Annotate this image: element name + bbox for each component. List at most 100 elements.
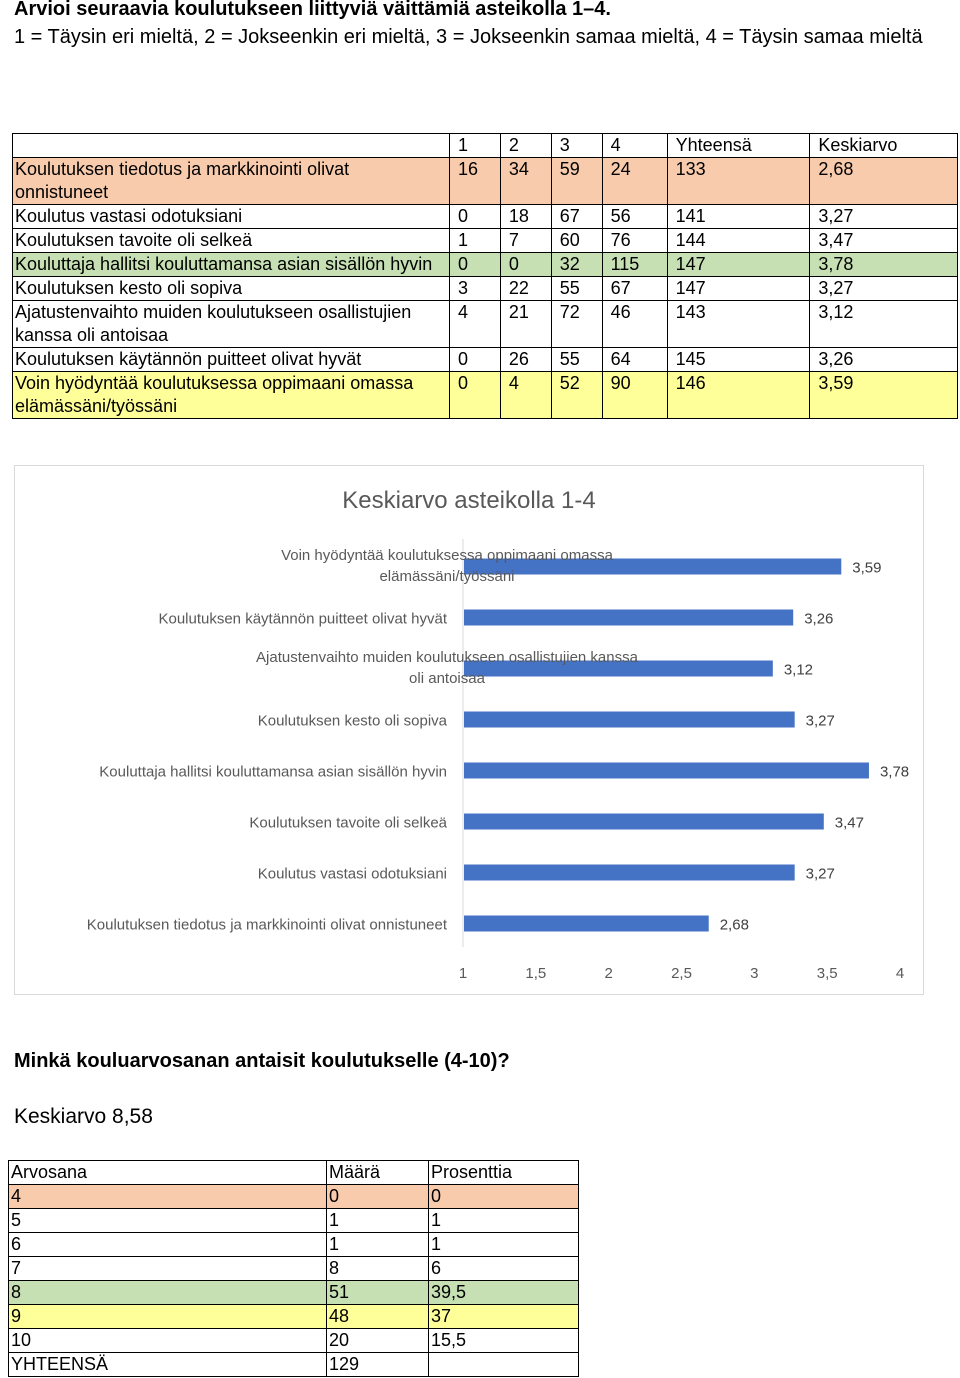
chart-tick-label: 2,5 bbox=[671, 965, 692, 982]
ratings-cell-total: 146 bbox=[666, 371, 811, 419]
grade-cell-pct bbox=[428, 1352, 579, 1377]
grade-cell-grade: 4 bbox=[8, 1184, 327, 1209]
chart-tick-label: 2 bbox=[604, 965, 612, 982]
grade-cell-pct: 1 bbox=[428, 1208, 579, 1233]
chart-value-label: 3,12 bbox=[784, 662, 813, 679]
chart-title: Keskiarvo asteikolla 1-4 bbox=[342, 487, 595, 514]
chart-tick-label: 1,5 bbox=[525, 965, 546, 982]
ratings-cell-c4: 76 bbox=[601, 228, 668, 253]
grade-cell-grade: 8 bbox=[8, 1280, 327, 1305]
ratings-cell-c3: 32 bbox=[550, 252, 603, 277]
ratings-cell-avg: 3,26 bbox=[809, 347, 958, 372]
ratings-cell-c3: 55 bbox=[550, 347, 603, 372]
average-chart-svg: Keskiarvo asteikolla 1-4 3,59 Voin hyödynt… bbox=[87, 487, 909, 982]
ratings-cell-c2: 4 bbox=[499, 371, 552, 419]
grade-row: YHTEENSÄ 129 bbox=[8, 1352, 579, 1377]
grade-header-cell: Prosenttia bbox=[428, 1160, 579, 1185]
chart-bar bbox=[464, 864, 795, 881]
ratings-cell-c1: 3 bbox=[449, 276, 501, 301]
ratings-cell-c3: 55 bbox=[550, 276, 603, 301]
ratings-cell-c2: 26 bbox=[499, 347, 552, 372]
ratings-cell-total: 133 bbox=[666, 157, 811, 205]
ratings-cell-avg: 3,27 bbox=[809, 204, 958, 229]
ratings-cell-c3: 72 bbox=[550, 300, 603, 348]
ratings-row: Koulutuksen kesto oli sopiva 3 22 55 67 147 3,… bbox=[12, 276, 958, 301]
chart-category-label: Koulutus vastasi odotuksiani bbox=[258, 866, 447, 883]
ratings-cell-avg: 3,27 bbox=[809, 276, 958, 301]
ratings-cell-avg: 3,59 bbox=[809, 371, 958, 419]
chart-tick-label: 3,5 bbox=[817, 965, 838, 982]
grade-cell-pct: 0 bbox=[428, 1184, 579, 1209]
ratings-cell-total: 143 bbox=[666, 300, 811, 348]
ratings-cell-c1: 16 bbox=[449, 157, 501, 205]
ratings-cell-avg: 3,78 bbox=[809, 252, 958, 277]
grade-cell-count: 1 bbox=[326, 1208, 429, 1233]
chart-bar bbox=[464, 813, 824, 830]
ratings-cell-c4: 90 bbox=[601, 371, 668, 419]
grade-cell-grade: 5 bbox=[8, 1208, 327, 1233]
ratings-cell-total: 144 bbox=[666, 228, 811, 253]
ratings-row: Koulutuksen käytännön puitteet olivat hy… bbox=[12, 347, 958, 372]
ratings-row-label: Kouluttaja hallitsi kouluttamansa asian … bbox=[12, 252, 450, 277]
ratings-cell-c4: 115 bbox=[601, 252, 668, 277]
ratings-cell-c1: 0 bbox=[449, 371, 501, 419]
ratings-row: Koulutus vastasi odotuksiani 0 18 67 56 141 3,… bbox=[12, 204, 958, 229]
average-chart: Keskiarvo asteikolla 1-4 3,59 Voin hyödynt… bbox=[14, 465, 924, 995]
ratings-cell-c2: 0 bbox=[499, 252, 552, 277]
ratings-cell-total: 145 bbox=[666, 347, 811, 372]
ratings-row: Kouluttaja hallitsi kouluttamansa asian … bbox=[12, 252, 958, 277]
ratings-cell-c3: 67 bbox=[550, 204, 603, 229]
chart-category-label: Koulutuksen käytännön puitteet olivat hy… bbox=[158, 611, 447, 628]
grade-cell-count: 51 bbox=[326, 1280, 429, 1305]
grade-cell-count: 8 bbox=[326, 1256, 429, 1281]
ratings-row: Voin hyödyntää koulutuksessa oppimaani o… bbox=[12, 371, 958, 419]
chart-category-label: Kouluttaja hallitsi kouluttamansa asian … bbox=[99, 764, 447, 781]
ratings-cell-c1: 1 bbox=[449, 228, 501, 253]
grade-cell-grade: 7 bbox=[8, 1256, 327, 1281]
ratings-cell-total: 141 bbox=[666, 204, 811, 229]
ratings-cell-c3: 52 bbox=[550, 371, 603, 419]
ratings-header-cell: 4 bbox=[601, 133, 668, 158]
ratings-cell-avg: 3,12 bbox=[809, 300, 958, 348]
ratings-cell-total: 147 bbox=[666, 276, 811, 301]
grade-header-cell: Määrä bbox=[326, 1160, 429, 1185]
grade-header-cell: Arvosana bbox=[8, 1160, 327, 1185]
ratings-cell-c2: 22 bbox=[499, 276, 552, 301]
grade-row: 8 51 39,5 bbox=[8, 1280, 579, 1305]
grade-cell-count: 20 bbox=[326, 1328, 429, 1353]
ratings-row-label: Voin hyödyntää koulutuksessa oppimaani o… bbox=[12, 371, 450, 419]
ratings-cell-c3: 60 bbox=[550, 228, 603, 253]
grade-cell-count: 129 bbox=[326, 1352, 429, 1377]
grade-cell-pct: 1 bbox=[428, 1232, 579, 1257]
chart-category-label: Ajatustenvaihto muiden koulutukseen osal… bbox=[256, 649, 639, 666]
grade-cell-count: 0 bbox=[326, 1184, 429, 1209]
ratings-cell-c4: 24 bbox=[601, 157, 668, 205]
ratings-row-label: Koulutuksen tavoite oli selkeä bbox=[12, 228, 450, 253]
scale-description: 1 = Täysin eri mieltä, 2 = Jokseenkin er… bbox=[14, 26, 923, 48]
ratings-header-cell: 3 bbox=[550, 133, 603, 158]
chart-value-label: 3,59 bbox=[852, 560, 881, 577]
ratings-row-label: Koulutuksen kesto oli sopiva bbox=[12, 276, 450, 301]
grade-cell-pct: 6 bbox=[428, 1256, 579, 1281]
ratings-cell-c2: 18 bbox=[499, 204, 552, 229]
chart-value-label: 3,26 bbox=[804, 611, 833, 628]
grade-average: Keskiarvo 8,58 bbox=[14, 1105, 153, 1128]
chart-category-label: oli antoisaa bbox=[409, 670, 486, 687]
ratings-row-label: Ajatustenvaihto muiden koulutukseen osal… bbox=[12, 300, 450, 348]
chart-category-label: Voin hyödyntää koulutuksessa oppimaani o… bbox=[281, 547, 614, 564]
grade-row: 9 48 37 bbox=[8, 1304, 579, 1329]
ratings-cell-c1: 4 bbox=[449, 300, 501, 348]
ratings-header-cell: Keskiarvo bbox=[809, 133, 958, 158]
grade-cell-grade: 9 bbox=[8, 1304, 327, 1329]
ratings-cell-c4: 56 bbox=[601, 204, 668, 229]
grade-cell-count: 48 bbox=[326, 1304, 429, 1329]
grade-row: 10 20 15,5 bbox=[8, 1328, 579, 1353]
ratings-header-cell: 1 bbox=[449, 133, 501, 158]
grade-cell-grade: 6 bbox=[8, 1232, 327, 1257]
chart-category-label: elämässäni/työssäni bbox=[379, 568, 514, 585]
ratings-header-cell bbox=[12, 133, 450, 158]
chart-value-label: 3,27 bbox=[806, 713, 835, 730]
ratings-row: Koulutuksen tavoite oli selkeä 1 7 60 76 144 3… bbox=[12, 228, 958, 253]
